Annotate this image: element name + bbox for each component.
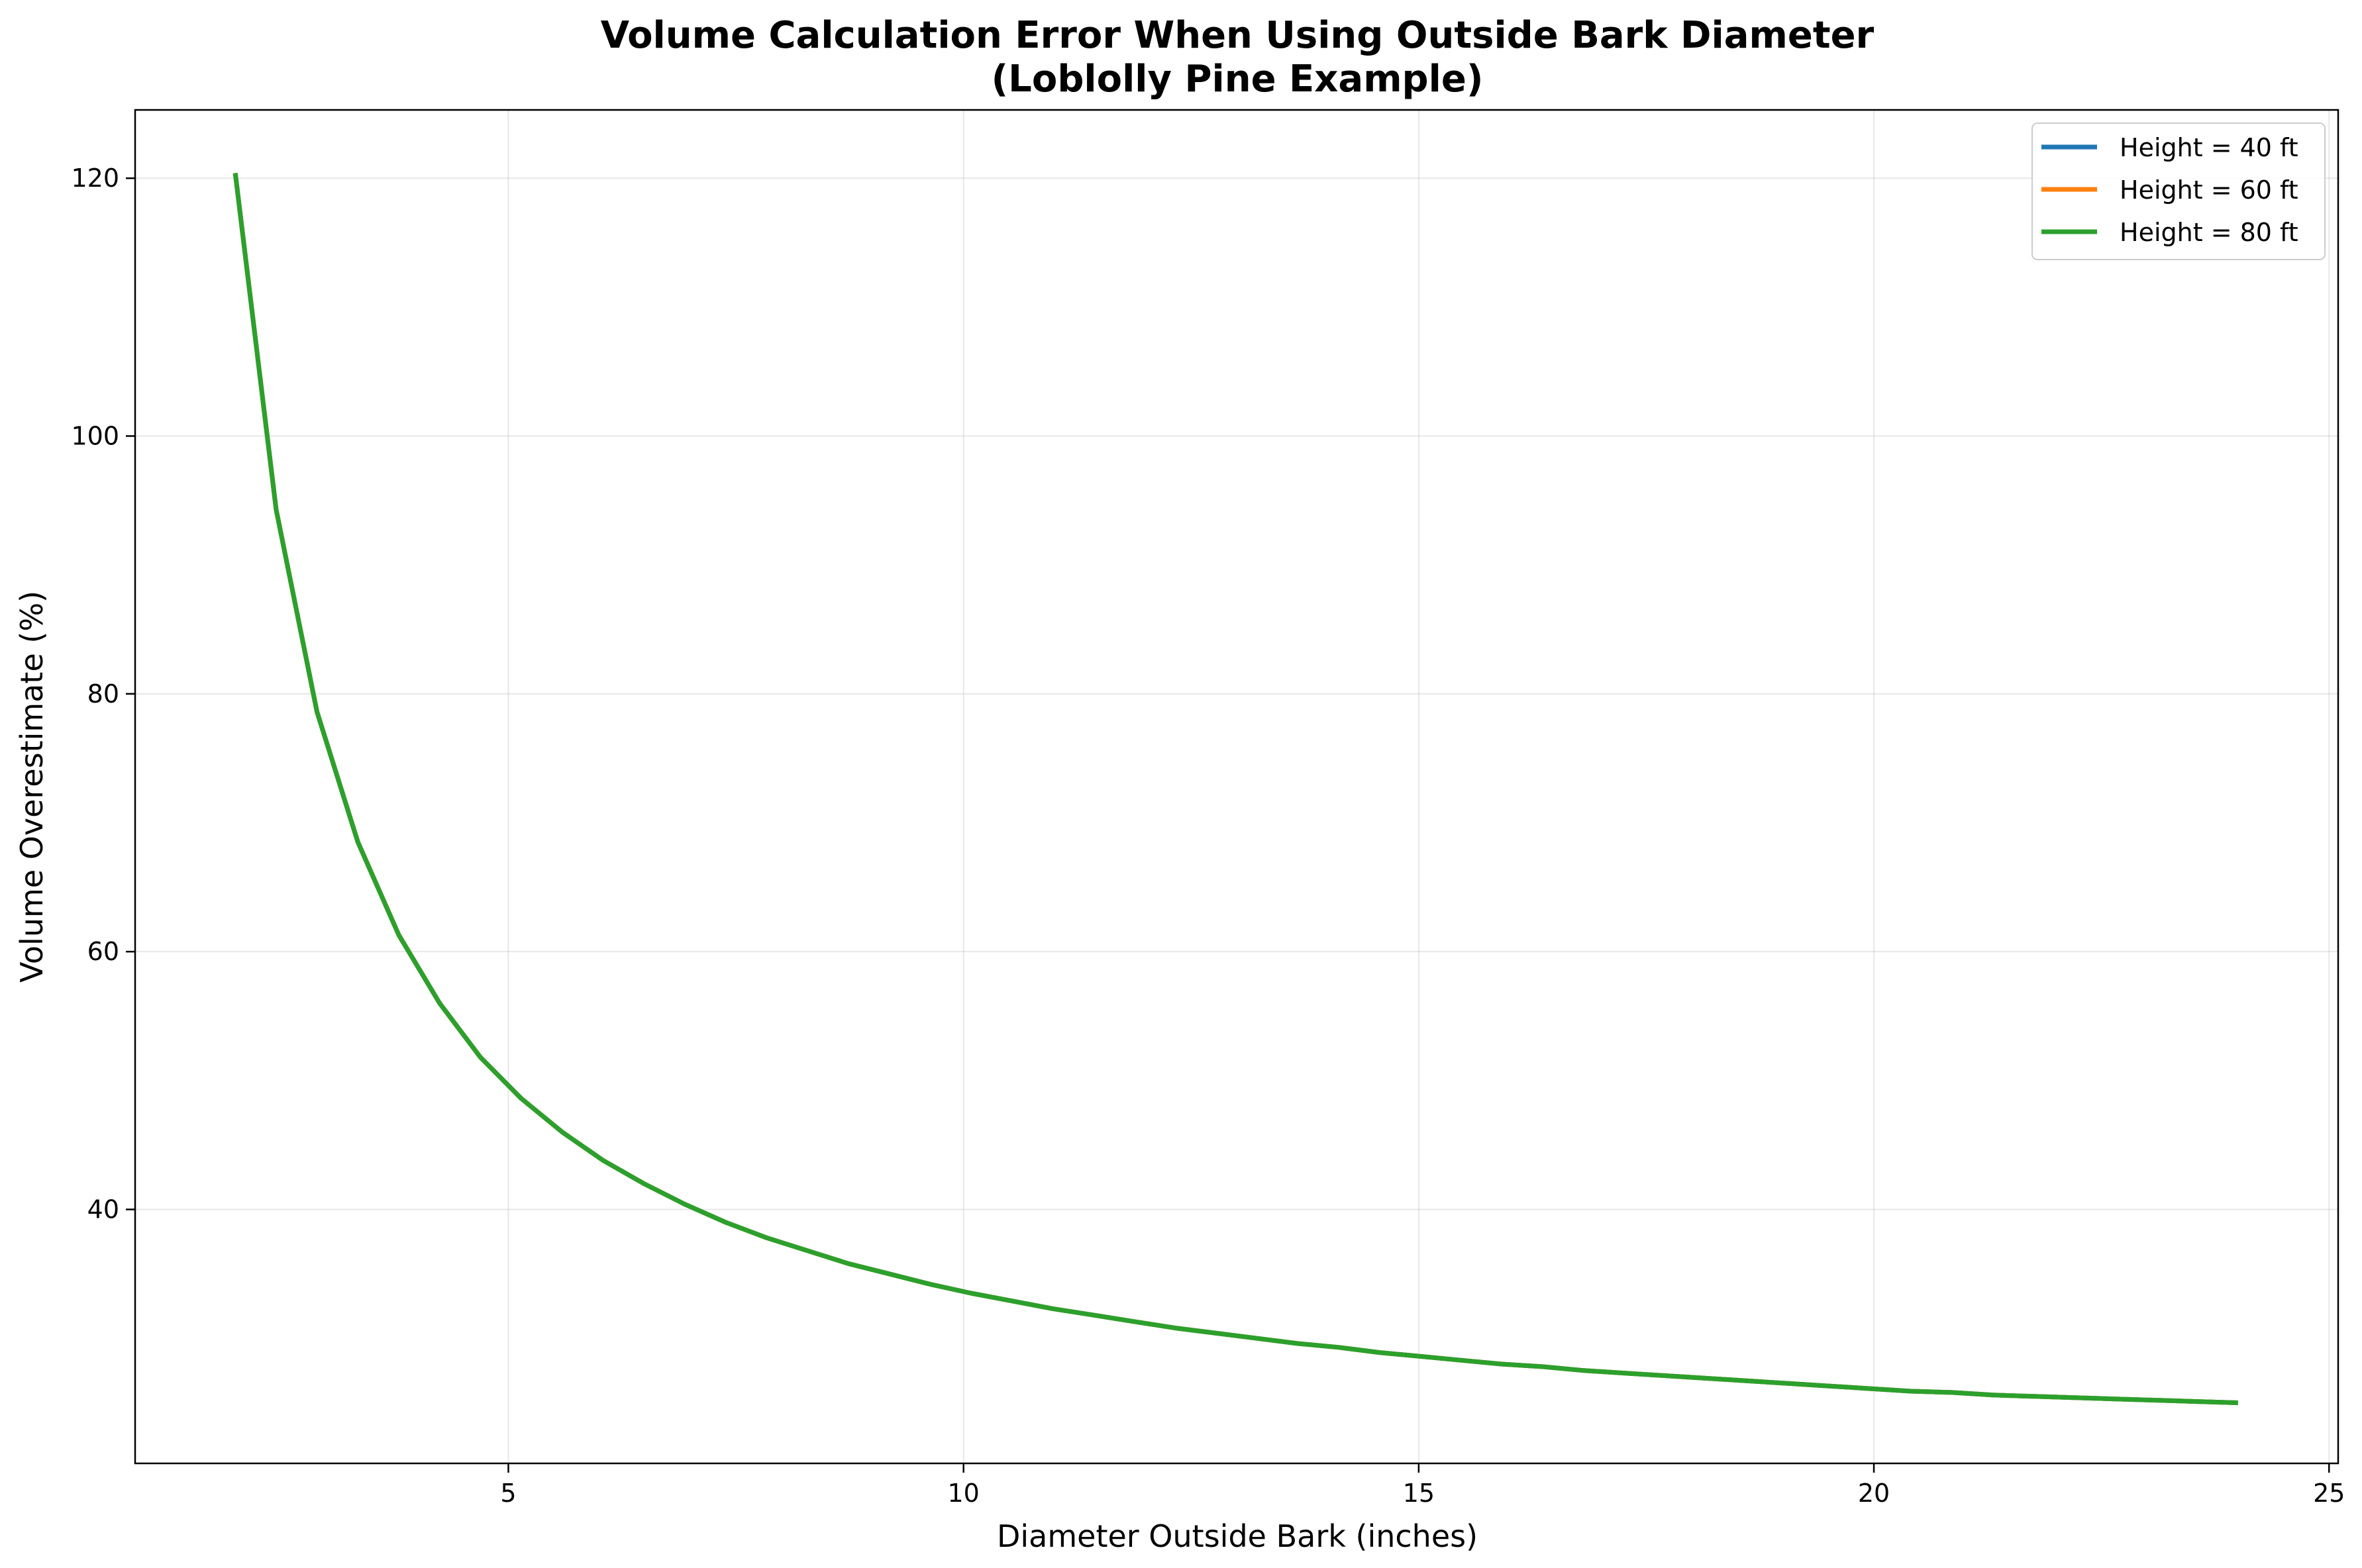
series-line-3 [232,172,2238,1405]
y-axis-label: Volume Overestimate (%) [14,591,50,983]
x-tick-label: 25 [2313,1479,2345,1508]
tick-layer: 5 10 15 20 25 40 60 80 100 120 [71,164,2345,1508]
x-tick-label: 5 [500,1479,516,1508]
y-tick-label: 80 [87,679,119,709]
y-tick-label: 100 [71,422,119,451]
legend: Height = 40 ft Height = 60 ft Height = 8… [2031,122,2326,260]
x-axis-label: Diameter Outside Bark (inches) [997,1518,1478,1554]
x-tick-label: 15 [1403,1479,1435,1508]
legend-label-height-80: Height = 80 ft [2120,218,2298,247]
chart-subtitle: (Loblolly Pine Example) [992,58,1484,101]
y-tick-label: 40 [87,1195,119,1224]
y-tick-label: 60 [87,937,119,966]
x-tick-label: 20 [1858,1479,1890,1508]
chart-title: Volume Calculation Error When Using Outs… [601,14,1874,57]
series-layer [232,172,2238,1405]
y-tick-label: 120 [71,164,119,193]
grid-layer [135,110,2338,1463]
x-tick-label: 10 [948,1479,980,1508]
legend-box [2031,122,2326,260]
plot-area-frame [134,109,2339,1465]
legend-label-height-40: Height = 40 ft [2120,133,2298,162]
legend-label-height-60: Height = 60 ft [2120,175,2298,205]
